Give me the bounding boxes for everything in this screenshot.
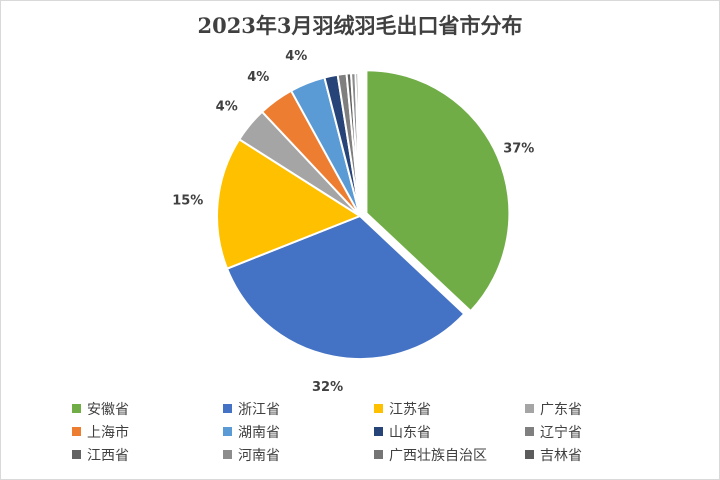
- data-label-5: 4%: [247, 70, 269, 85]
- legend-label: 吉林省: [540, 447, 582, 464]
- legend-item: 辽宁省: [525, 422, 672, 441]
- legend-swatch: [374, 404, 383, 413]
- pie-slice-1: [365, 69, 511, 313]
- legend-swatch: [525, 450, 534, 459]
- data-label-1: 37%: [503, 141, 534, 156]
- legend-swatch: [374, 427, 383, 436]
- legend-item: 广西壮族自治区: [374, 445, 525, 464]
- legend-swatch: [72, 427, 81, 436]
- pie-slice-2: [225, 214, 466, 360]
- legend-item: 山东省: [374, 422, 525, 441]
- legend-label: 安徽省: [87, 401, 129, 418]
- data-label-6: 4%: [285, 49, 307, 64]
- legend-swatch: [525, 427, 534, 436]
- data-label-4: 4%: [216, 100, 238, 115]
- legend-item: 江苏省: [374, 399, 525, 418]
- legend-item: 吉林省: [525, 445, 672, 464]
- legend-swatch: [72, 450, 81, 459]
- legend-label: 湖南省: [238, 424, 280, 441]
- legend-label: 上海市: [87, 424, 129, 441]
- legend-label: 广东省: [540, 401, 582, 418]
- chart-legend: 安徽省 浙江省 江苏省 广东省上海市 湖南省 山东省 辽宁省江西省 河南省 广西壮族自治区 吉林省: [72, 399, 672, 464]
- legend-swatch: [374, 450, 383, 459]
- legend-swatch: [223, 450, 232, 459]
- legend-label: 江西省: [87, 447, 129, 464]
- legend-label: 河南省: [238, 447, 280, 464]
- legend-swatch: [525, 404, 534, 413]
- data-label-2: 32%: [312, 380, 343, 395]
- legend-label: 浙江省: [238, 401, 280, 418]
- legend-swatch: [223, 427, 232, 436]
- legend-label: 山东省: [389, 424, 431, 441]
- chart-title: 2023年3月羽绒羽毛出口省市分布: [197, 13, 523, 38]
- legend-label: 江苏省: [389, 401, 431, 418]
- legend-item: 河南省: [223, 445, 374, 464]
- legend-label: 广西壮族自治区: [389, 447, 487, 464]
- legend-swatch: [223, 404, 232, 413]
- pie-slice-12: [357, 71, 361, 217]
- legend-item: 上海市: [72, 422, 223, 441]
- data-label-3: 15%: [172, 194, 203, 209]
- legend-item: 浙江省: [223, 399, 374, 418]
- legend-item: 江西省: [72, 445, 223, 464]
- legend-item: 湖南省: [223, 422, 374, 441]
- legend-swatch: [72, 404, 81, 413]
- pie-slice-3: [216, 137, 363, 270]
- legend-item: 安徽省: [72, 399, 223, 418]
- legend-item: 广东省: [525, 399, 672, 418]
- legend-label: 辽宁省: [540, 424, 582, 441]
- pie-chart: 37% 32% 15% 4% 4% 4%: [172, 49, 534, 395]
